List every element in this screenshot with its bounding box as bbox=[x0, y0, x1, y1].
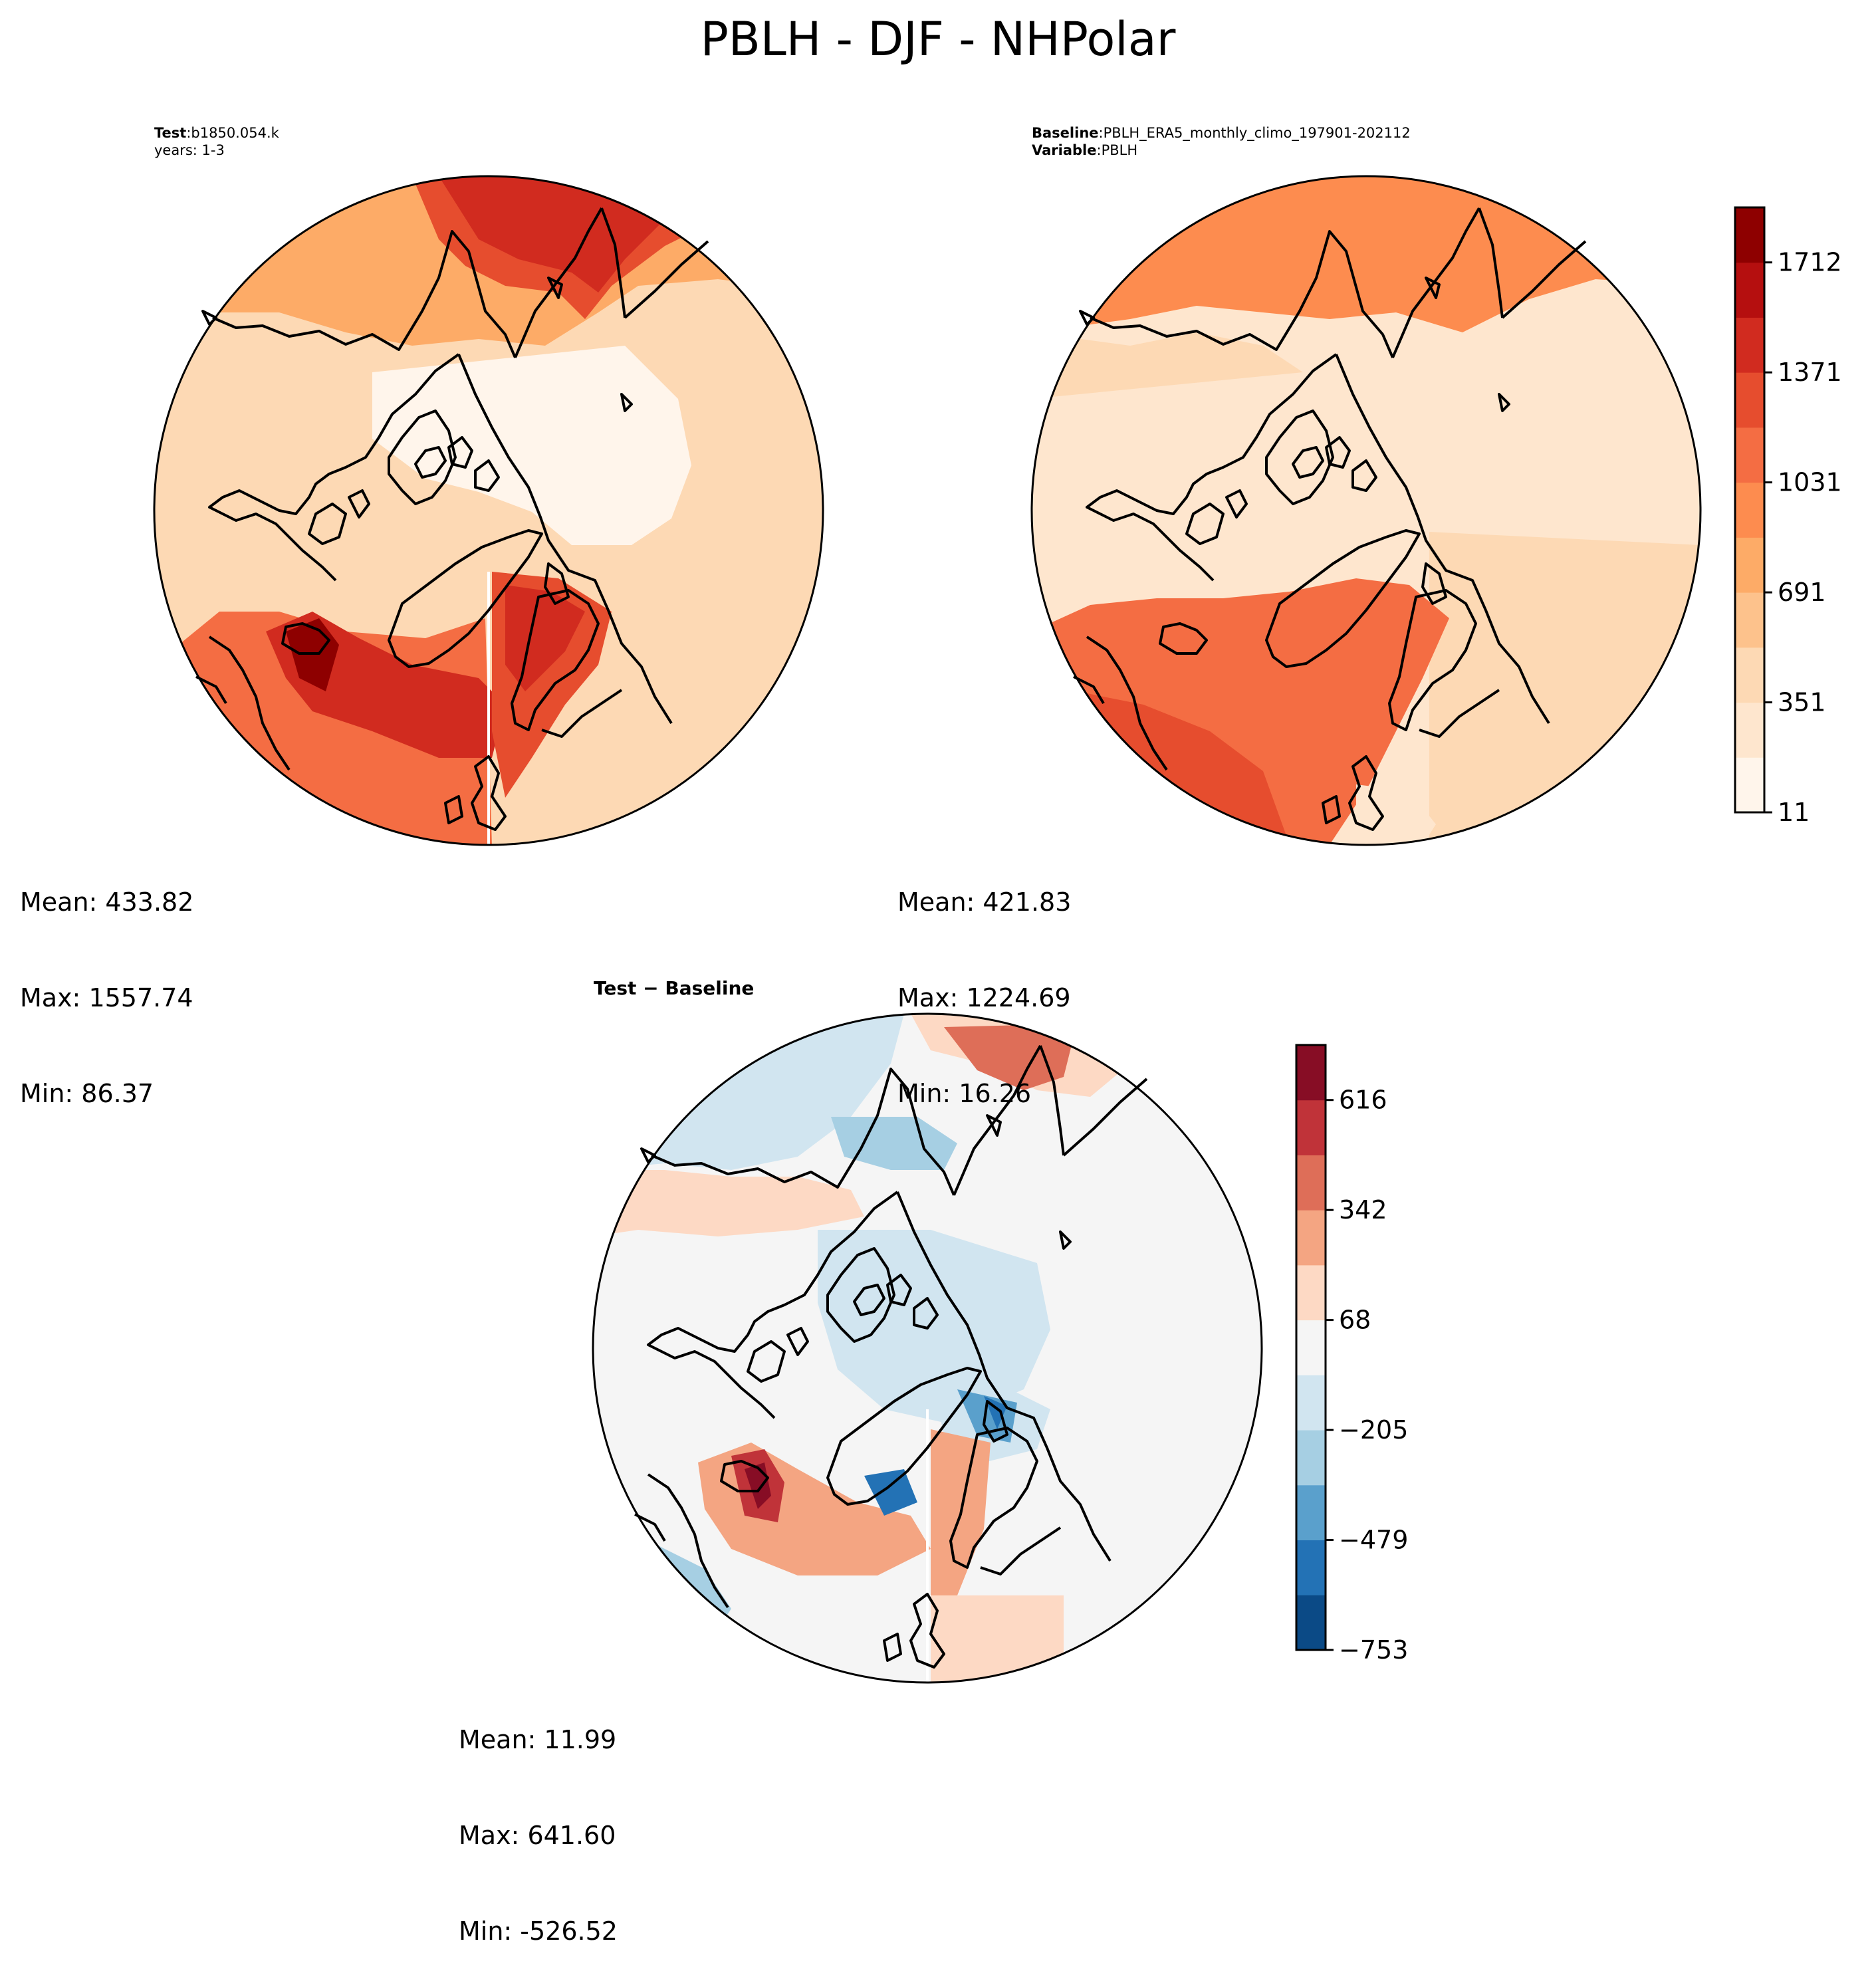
figure-title: PBLH - DJF - NHPolar bbox=[700, 12, 1176, 66]
abs-colorbar-ticks: 11 351 691 1031 1371 1712 bbox=[1764, 248, 1842, 827]
baseline-stats: Mean: 421.83 Max: 1224.69 Min: 16.26 bbox=[897, 822, 1071, 1141]
abs-colorbar-tick-label: 1371 bbox=[1778, 358, 1842, 387]
diff-colorbar-level-8 bbox=[1296, 1155, 1326, 1211]
diff-colorbar-level-2 bbox=[1296, 1484, 1326, 1541]
abs-colorbar-level-5 bbox=[1735, 482, 1764, 538]
test-mean: Mean: 433.82 bbox=[20, 887, 194, 917]
baseline-max: Max: 1224.69 bbox=[897, 983, 1071, 1012]
abs-colorbar-tick-label: 691 bbox=[1778, 578, 1826, 607]
diff-colorbar-frame bbox=[1295, 1044, 1327, 1651]
abs-colorbar-tick-label: 1712 bbox=[1778, 248, 1842, 277]
abs-colorbar-frame bbox=[1734, 206, 1766, 814]
abs-colorbar-level-4 bbox=[1735, 537, 1764, 593]
diff-colorbar-tick-label: −479 bbox=[1339, 1526, 1408, 1555]
abs-colorbar-level-1 bbox=[1735, 702, 1764, 758]
diff-colorbar-level-10 bbox=[1296, 1045, 1326, 1101]
test-case-name: b1850.054.k bbox=[191, 125, 279, 141]
baseline-label: Baseline bbox=[1032, 125, 1099, 141]
test-min: Min: 86.37 bbox=[20, 1079, 154, 1108]
test-stats: Mean: 433.82 Max: 1557.74 Min: 86.37 bbox=[20, 822, 193, 1141]
abs-colorbar-level-2 bbox=[1735, 647, 1764, 703]
abs-colorbar-level-7 bbox=[1735, 372, 1764, 428]
difference-map bbox=[592, 1012, 1263, 1684]
abs-colorbar-level-8 bbox=[1735, 317, 1764, 373]
diff-colorbar-tick-label: 68 bbox=[1339, 1306, 1371, 1335]
abs-colorbar-level-0 bbox=[1735, 757, 1764, 813]
abs-colorbar-tick-label: 11 bbox=[1778, 798, 1810, 827]
difference-max: Max: 641.60 bbox=[459, 1821, 616, 1850]
test-map bbox=[153, 175, 824, 846]
difference-stats: Mean: 11.99 Max: 641.60 Min: -526.52 bbox=[459, 1660, 618, 1979]
difference-panel-title: Test − Baseline bbox=[594, 977, 755, 999]
variable-name: PBLH bbox=[1101, 142, 1138, 158]
diff-colorbar-level-4 bbox=[1296, 1375, 1326, 1431]
abs-colorbar-tick-label: 1031 bbox=[1778, 468, 1842, 497]
diff-colorbar-tick-label: −205 bbox=[1339, 1415, 1408, 1445]
abs-colorbar-level-10 bbox=[1735, 207, 1764, 263]
diff-colorbar-tick-label: 616 bbox=[1339, 1086, 1387, 1115]
diff-colorbar-level-5 bbox=[1296, 1320, 1326, 1375]
diff-colorbar-ticks: −753 −479 −205 68 342 616 bbox=[1326, 1086, 1408, 1665]
diff-colorbar-level-1 bbox=[1296, 1540, 1326, 1595]
baseline-panel-title: Baseline:PBLH_ERA5_monthly_climo_197901-… bbox=[1032, 125, 1411, 158]
baseline-min: Min: 16.26 bbox=[897, 1079, 1032, 1108]
diff-colorbar-tick-label: −753 bbox=[1339, 1635, 1408, 1665]
baseline-map bbox=[1030, 175, 1702, 846]
variable-label: Variable bbox=[1032, 142, 1097, 158]
diff-colorbar-level-0 bbox=[1296, 1595, 1326, 1651]
difference-title-test: Test bbox=[594, 977, 637, 999]
baseline-mean: Mean: 421.83 bbox=[897, 887, 1072, 917]
test-label: Test bbox=[154, 125, 187, 141]
diff-colorbar-level-7 bbox=[1296, 1210, 1326, 1266]
test-max: Max: 1557.74 bbox=[20, 983, 193, 1012]
abs-colorbar-level-6 bbox=[1735, 427, 1764, 483]
baseline-case-name: PBLH_ERA5_monthly_climo_197901-202112 bbox=[1103, 125, 1411, 141]
diff-colorbar-level-3 bbox=[1296, 1430, 1326, 1486]
difference-min: Min: -526.52 bbox=[459, 1917, 618, 1946]
difference-title-baseline: Baseline bbox=[665, 977, 755, 999]
figure-canvas: 11 351 691 1031 1371 1712 −753 −479 −205 68 342 61… bbox=[153, 175, 1842, 1684]
diff-colorbar-level-6 bbox=[1296, 1264, 1326, 1321]
abs-colorbar bbox=[1735, 207, 1764, 813]
abs-colorbar-level-9 bbox=[1735, 262, 1764, 318]
diff-colorbar-level-9 bbox=[1296, 1100, 1326, 1155]
abs-colorbar-tick-label: 351 bbox=[1778, 688, 1826, 717]
abs-colorbar-level-3 bbox=[1735, 592, 1764, 648]
diff-colorbar-tick-label: 342 bbox=[1339, 1195, 1387, 1224]
test-years: years: 1-3 bbox=[154, 142, 225, 158]
diff-colorbar bbox=[1296, 1045, 1326, 1651]
difference-mean: Mean: 11.99 bbox=[459, 1725, 617, 1754]
test-panel-title: Test:b1850.054.k years: 1-3 bbox=[154, 125, 279, 158]
